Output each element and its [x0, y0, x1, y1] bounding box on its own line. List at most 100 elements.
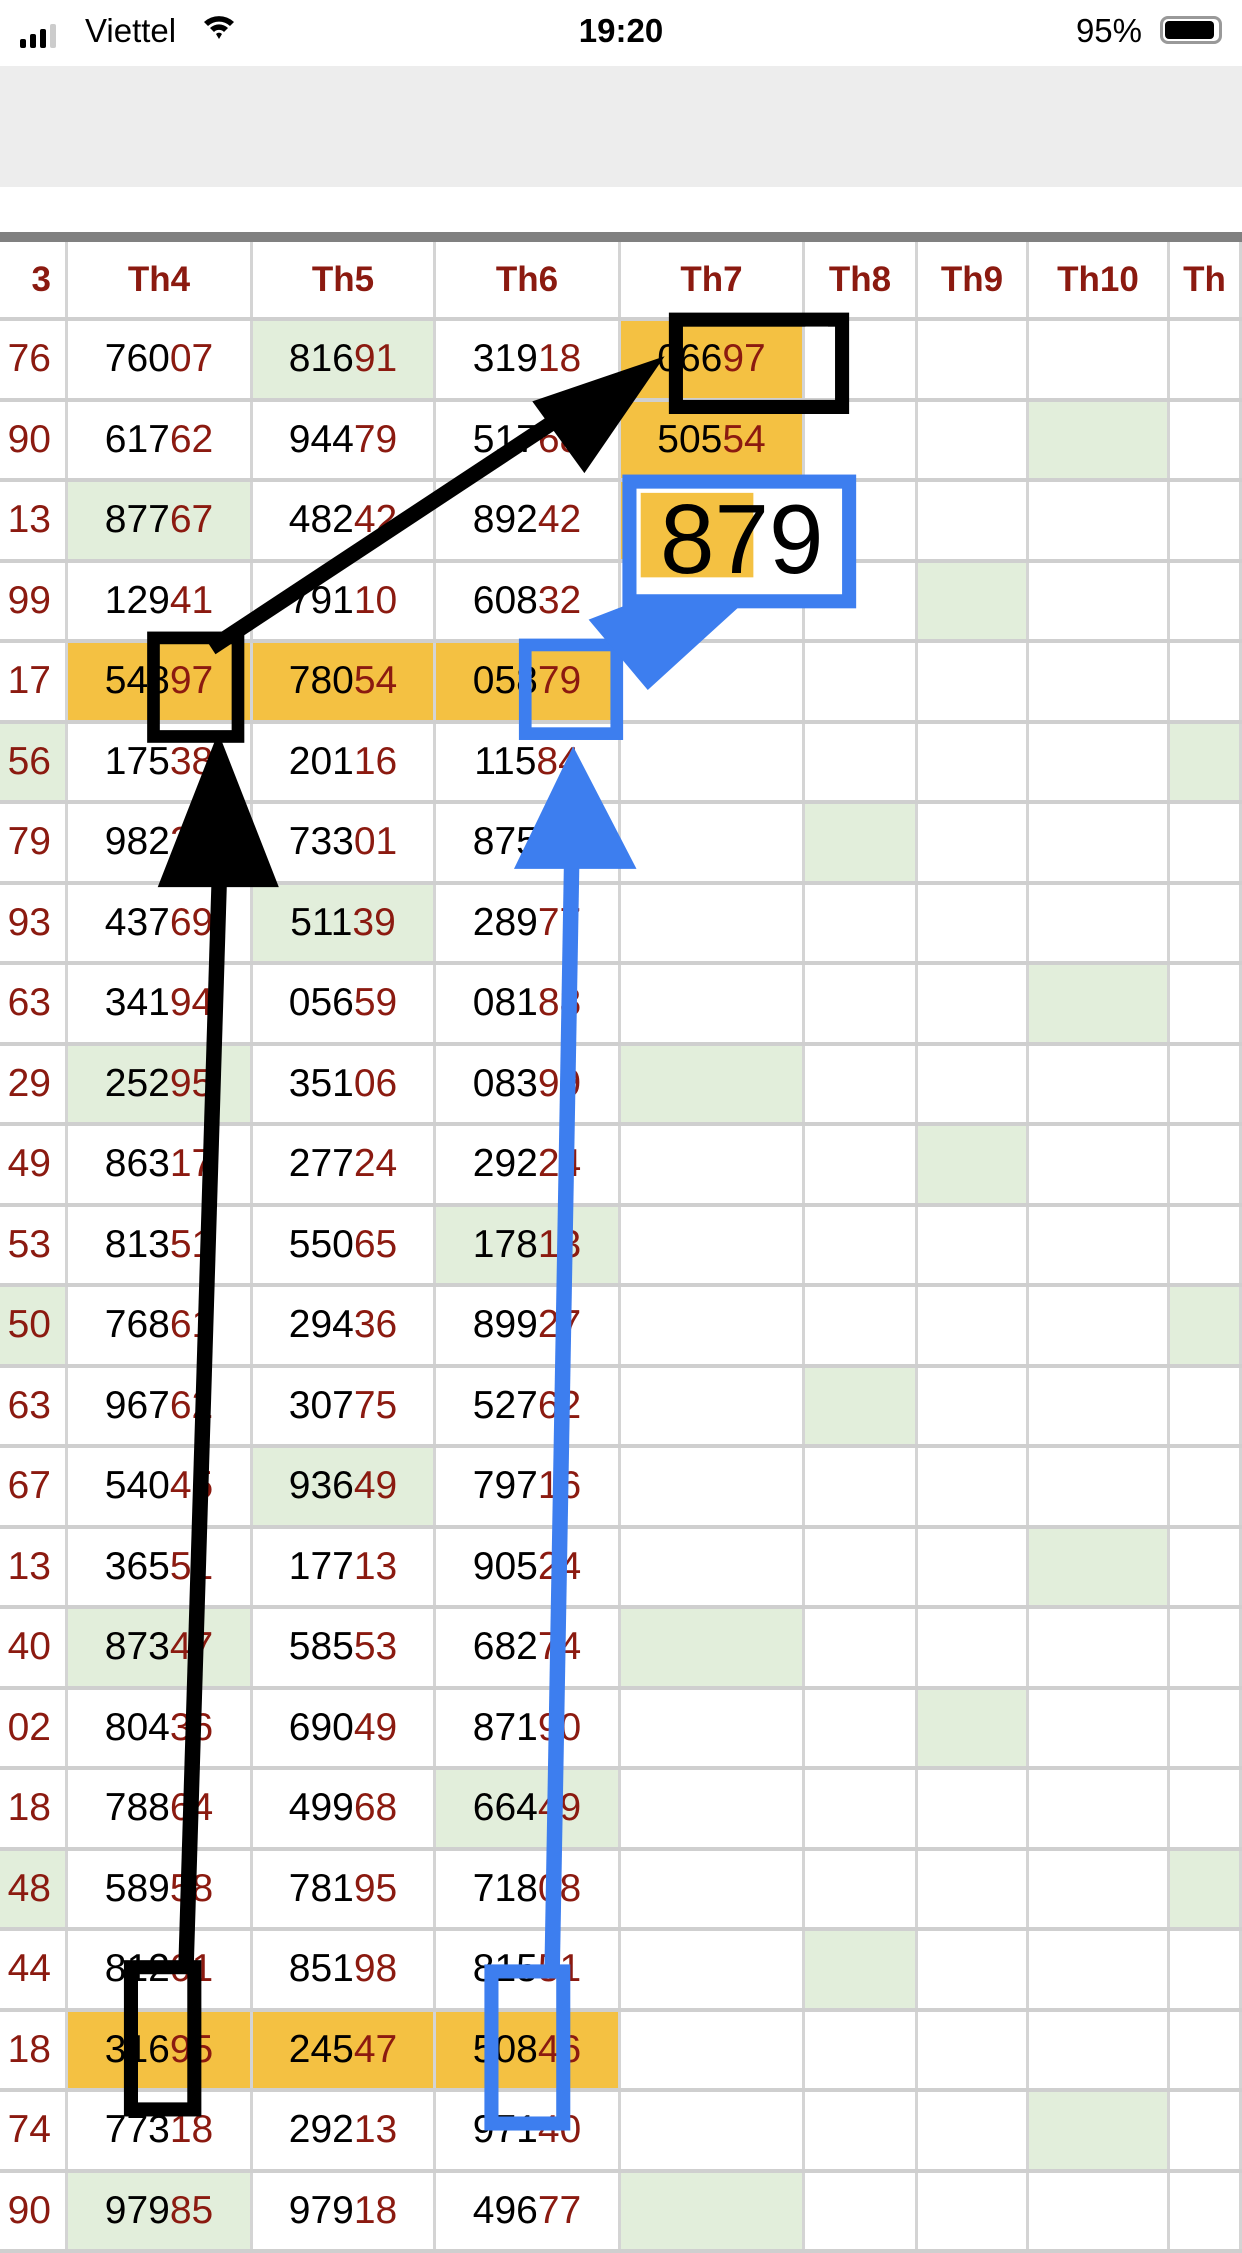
- battery-icon: [1160, 16, 1222, 44]
- cell-tail: 24: [538, 1545, 581, 1589]
- table-cell: [805, 1126, 918, 1203]
- cell-tail: 68: [538, 418, 581, 462]
- table-cell: 56: [0, 724, 68, 801]
- cell-tail: 64: [170, 1786, 213, 1830]
- table-cell: [1029, 1046, 1170, 1123]
- cell-tail: 49: [354, 1464, 397, 1508]
- cell-tail: 99: [538, 1062, 581, 1106]
- cell-tail: 18: [354, 2189, 397, 2233]
- cell-head: 617: [105, 418, 170, 462]
- cell-tail: 13: [354, 2108, 397, 2152]
- cell-tail: 01: [354, 820, 397, 864]
- table-cell: [918, 2092, 1029, 2169]
- table-cell: [1170, 885, 1242, 962]
- cell-tail: 32: [538, 579, 581, 623]
- cell-head: 892: [473, 498, 538, 542]
- cell-head: 589: [105, 1867, 170, 1911]
- cell-head: 527: [473, 1384, 538, 1428]
- table-cell: [1170, 724, 1242, 801]
- table-cell: [805, 643, 918, 720]
- cell-tail: 13: [8, 498, 51, 542]
- table-cell: 49: [0, 1126, 68, 1203]
- cell-head: 851: [289, 1947, 354, 1991]
- cell-tail: 95: [170, 2028, 213, 2072]
- cell-tail: 65: [354, 1223, 397, 1267]
- cell-tail: 16: [538, 1464, 581, 1508]
- cell-tail: 27: [170, 820, 213, 864]
- cell-head: 178: [473, 1223, 538, 1267]
- cell-tail: 95: [170, 1062, 213, 1106]
- cell-tail: 90: [8, 2189, 51, 2233]
- cell-tail: 49: [354, 1706, 397, 1750]
- table-cell: [1170, 643, 1242, 720]
- table-cell: [1029, 1931, 1170, 2008]
- cell-head: 780: [289, 659, 354, 703]
- table-cell: [1170, 1287, 1242, 1364]
- cell-head: 496: [473, 2189, 538, 2233]
- cell-head: 944: [289, 418, 354, 462]
- table-cell: [918, 2012, 1029, 2089]
- cell-head: 294: [289, 1303, 354, 1347]
- table-cell: [805, 2173, 918, 2250]
- table-cell: 63: [0, 965, 68, 1042]
- table-cell: [918, 1690, 1029, 1767]
- cell-head: 289: [473, 901, 538, 945]
- table-cell: [1029, 1851, 1170, 1928]
- cell-head: 505: [657, 418, 722, 462]
- table-cell: [621, 1368, 805, 1445]
- cell-tail: 49: [8, 1142, 51, 1186]
- cell-tail: 63: [8, 1384, 51, 1428]
- cell-tail: 48: [8, 1867, 51, 1911]
- cell-head: 813: [105, 1223, 170, 1267]
- table-cell: [1170, 1770, 1242, 1847]
- cell-head: 365: [105, 1545, 170, 1589]
- table-cell: [805, 804, 918, 881]
- column-header: Th9: [918, 242, 1029, 317]
- clock: 19:20: [0, 12, 1242, 50]
- table-cell: [1029, 885, 1170, 962]
- table-cell: [1029, 2092, 1170, 2169]
- table-cell: [1170, 321, 1242, 398]
- cell-head: 899: [473, 1303, 538, 1347]
- cell-tail: 16: [354, 740, 397, 784]
- table-cell: [1170, 965, 1242, 1042]
- table-cell: [805, 724, 918, 801]
- cell-tail: 07: [170, 337, 213, 381]
- cell-tail: 67: [8, 1464, 51, 1508]
- cell-head: 058: [473, 659, 538, 703]
- table-cell: [918, 1851, 1029, 1928]
- table-top-border: [0, 232, 1242, 242]
- column-header: Th: [1170, 242, 1242, 317]
- cell-tail: 17: [8, 659, 51, 703]
- table-cell: [918, 2173, 1029, 2250]
- cell-head: 877: [105, 498, 170, 542]
- cell-head: 875: [473, 820, 538, 864]
- table-cell: [621, 1448, 805, 1525]
- table-cell: [918, 1529, 1029, 1606]
- cell-tail: 62: [538, 1384, 581, 1428]
- column-header: Th4: [68, 242, 253, 317]
- cell-tail: 97: [170, 659, 213, 703]
- table-cell: [1029, 2012, 1170, 2089]
- cell-tail: 42: [354, 498, 397, 542]
- table-cell: 79: [0, 804, 68, 881]
